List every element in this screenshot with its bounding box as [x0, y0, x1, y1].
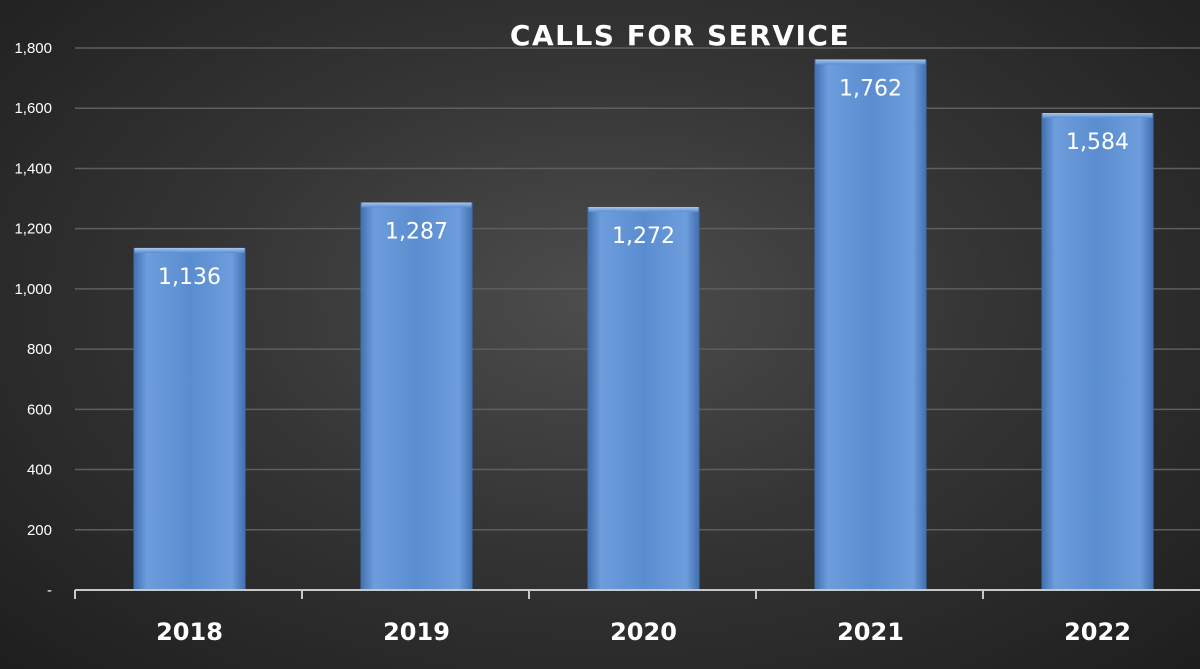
data-label: 1,762: [839, 76, 902, 101]
bar-2018: [133, 247, 246, 590]
bar-top-highlight: [588, 206, 699, 212]
bar-2022: [1041, 113, 1154, 590]
y-tick-label: 400: [27, 462, 52, 479]
data-labels: 1,136 1,287 1,272 1,762 1,584: [158, 76, 1129, 289]
bar-top-highlight: [815, 59, 926, 65]
x-tick-label: 2019: [383, 618, 450, 646]
data-label: 1,272: [612, 224, 675, 249]
y-tick-label: 200: [27, 522, 52, 539]
y-axis-tick-labels: - 200 400 600 800 1,000 1,200 1,400 1,600 1,800: [14, 40, 52, 599]
data-label: 1,287: [385, 219, 448, 244]
bar: [814, 59, 927, 591]
bar: [133, 247, 246, 590]
bar: [587, 206, 700, 590]
y-tick-label: 600: [27, 401, 52, 418]
x-tick-label: 2021: [837, 618, 904, 646]
bar-2019: [360, 202, 473, 590]
y-tick-label: 1,000: [14, 281, 52, 298]
y-tick-label: 1,400: [14, 160, 52, 177]
bar-2020: [587, 206, 700, 590]
y-tick-label: 800: [27, 341, 52, 358]
bar-2021: [814, 59, 927, 591]
bar-top-highlight: [134, 247, 245, 253]
bar: [1041, 113, 1154, 590]
y-tick-label: 1,600: [14, 100, 52, 117]
bar-top-highlight: [361, 202, 472, 208]
x-axis-tick-labels: 2018 2019 2020 2021 2022: [156, 618, 1131, 646]
bar-top-highlight: [1042, 113, 1153, 119]
bar: [360, 202, 473, 590]
x-tick-label: 2022: [1064, 618, 1131, 646]
x-tick-label: 2018: [156, 618, 223, 646]
x-axis: [74, 589, 1200, 599]
data-label: 1,584: [1066, 130, 1129, 155]
y-tick-label: -: [47, 582, 52, 599]
bars: [133, 59, 1154, 591]
y-tick-label: 1,200: [14, 221, 52, 238]
y-tick-label: 1,800: [14, 40, 52, 57]
x-tick-label: 2020: [610, 618, 677, 646]
data-label: 1,136: [158, 265, 221, 290]
chart-title: CALLS FOR SERVICE: [510, 19, 850, 52]
